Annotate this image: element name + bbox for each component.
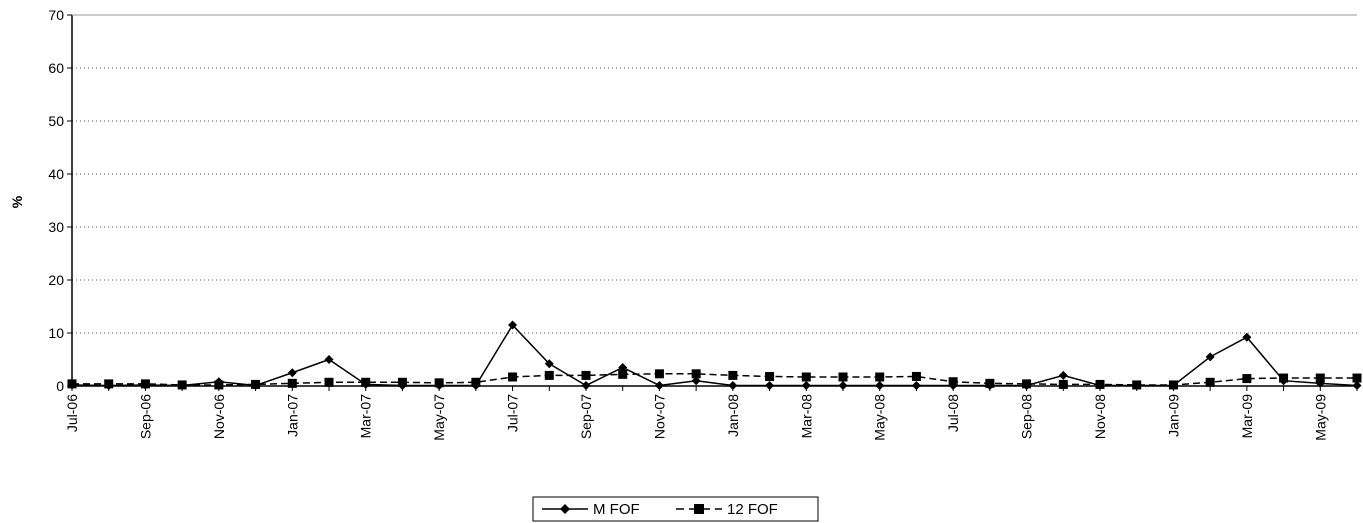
- point-0-Jul-07: [508, 320, 518, 330]
- point-1-Apr-08: [838, 372, 848, 382]
- axes: [67, 14, 1358, 391]
- legend-marker-12-fof: [694, 504, 704, 514]
- point-1-Jul-07: [508, 372, 518, 382]
- y-tick-labels: 0 10 20 30 40 50 60 70: [48, 7, 64, 394]
- series-line-0: [71, 323, 1358, 387]
- x-tick-label-May-09: May-09: [1312, 394, 1328, 441]
- point-1-Mar-08: [801, 372, 811, 382]
- y-tick-label-40: 40: [48, 166, 64, 182]
- x-tick-label-Nov-07: Nov-07: [651, 394, 667, 439]
- legend-marker-m-fof: [560, 504, 570, 514]
- point-0-Dec-07: [691, 376, 701, 386]
- point-0-Oct-08: [1058, 370, 1068, 380]
- x-tick-label-Jan-08: Jan-08: [725, 394, 741, 437]
- point-1-Mar-07: [361, 377, 371, 387]
- x-tick-label-Jul-07: Jul-07: [505, 394, 521, 432]
- x-tick-label-Jan-09: Jan-09: [1165, 394, 1181, 437]
- point-1-Jun-09: [1352, 373, 1362, 383]
- y-tick-label-10: 10: [48, 325, 64, 341]
- point-1-Aug-08: [985, 378, 995, 388]
- y-tick-label-50: 50: [48, 113, 64, 129]
- point-1-Jul-06: [67, 379, 77, 389]
- x-tick-label-Sep-08: Sep-08: [1019, 394, 1035, 439]
- point-0-Feb-08: [765, 380, 775, 390]
- point-1-Apr-09: [1279, 373, 1289, 383]
- legend-label-m-fof: M FOF: [593, 501, 640, 518]
- point-0-Nov-07: [654, 380, 664, 390]
- point-1-May-09: [1315, 373, 1325, 383]
- point-1-Sep-06: [140, 379, 150, 389]
- point-1-Dec-06: [251, 379, 261, 389]
- point-0-May-08: [875, 380, 885, 390]
- point-0-Sep-07: [581, 380, 591, 390]
- point-1-Nov-06: [214, 380, 224, 390]
- series-layer: [67, 320, 1362, 390]
- point-1-Jul-08: [948, 377, 958, 387]
- y-tick-label-30: 30: [48, 219, 64, 235]
- point-0-Feb-07: [324, 355, 334, 364]
- x-tick-label-Jul-06: Jul-06: [64, 394, 80, 432]
- point-1-Sep-08: [1022, 379, 1032, 389]
- point-1-Oct-08: [1058, 379, 1068, 389]
- point-1-Jun-07: [471, 377, 481, 387]
- point-1-Nov-08: [1095, 379, 1105, 389]
- series-12-fof: [67, 369, 1362, 390]
- x-tick-label-May-07: May-07: [431, 394, 447, 441]
- point-0-Jan-08: [728, 380, 738, 390]
- point-0-Apr-08: [838, 380, 848, 390]
- y-tick-label-20: 20: [48, 272, 64, 288]
- point-1-Jan-09: [1168, 380, 1178, 390]
- x-tick-label-May-08: May-08: [872, 394, 888, 441]
- legend: M FOF 12 FOF: [532, 496, 819, 522]
- point-1-Dec-07: [691, 369, 701, 379]
- point-0-Jun-09: [1352, 380, 1362, 390]
- point-1-Oct-07: [618, 369, 628, 379]
- series-line-1: [72, 373, 1357, 386]
- point-1-Nov-07: [654, 369, 664, 379]
- series-m-fof: [67, 320, 1362, 390]
- point-1-Jan-08: [728, 370, 738, 380]
- point-1-Jan-07: [287, 378, 297, 388]
- point-0-Jan-07: [287, 368, 297, 378]
- x-tick-label-Jul-08: Jul-08: [945, 394, 961, 432]
- point-0-Aug-07: [544, 359, 554, 369]
- point-1-May-08: [875, 372, 885, 382]
- point-1-Sep-07: [581, 370, 591, 380]
- y-tick-label-60: 60: [48, 60, 64, 76]
- point-0-Mar-09: [1242, 332, 1252, 342]
- y-tick-label-0: 0: [56, 378, 64, 394]
- point-1-Feb-09: [1205, 377, 1215, 387]
- point-1-Mar-09: [1242, 374, 1252, 384]
- x-tick-label-Nov-08: Nov-08: [1092, 394, 1108, 439]
- point-1-Feb-08: [765, 371, 775, 381]
- x-tick-label-Mar-08: Mar-08: [798, 394, 814, 439]
- x-tick-label-Sep-07: Sep-07: [578, 394, 594, 439]
- y-axis-title: %: [9, 195, 25, 208]
- point-0-Feb-09: [1205, 352, 1215, 362]
- x-tick-label-Mar-09: Mar-09: [1239, 394, 1255, 439]
- x-tick-labels: Jul-06 Sep-06 Nov-06 Jan-07 Mar-07 May-07 Jul-…: [64, 394, 1328, 441]
- x-tick-label-Mar-07: Mar-07: [358, 394, 374, 439]
- point-1-Aug-07: [544, 370, 554, 380]
- point-0-Jun-08: [911, 380, 921, 390]
- legend-label-12-fof: 12 FOF: [727, 501, 778, 518]
- point-0-Mar-08: [801, 380, 811, 390]
- point-1-Dec-08: [1132, 380, 1142, 390]
- x-tick-label-Sep-06: Sep-06: [137, 394, 153, 439]
- point-0-Oct-07: [618, 362, 628, 372]
- y-tick-label-70: 70: [48, 7, 64, 23]
- x-tick-label-Nov-06: Nov-06: [211, 394, 227, 439]
- point-1-Apr-07: [397, 377, 407, 387]
- point-1-Feb-07: [324, 377, 334, 387]
- point-1-Oct-06: [177, 380, 187, 390]
- point-1-Jun-08: [911, 371, 921, 381]
- gridlines: [72, 14, 1357, 334]
- x-tick-label-Jan-07: Jan-07: [284, 394, 300, 437]
- point-1-Aug-06: [104, 379, 114, 389]
- point-1-May-07: [434, 378, 444, 388]
